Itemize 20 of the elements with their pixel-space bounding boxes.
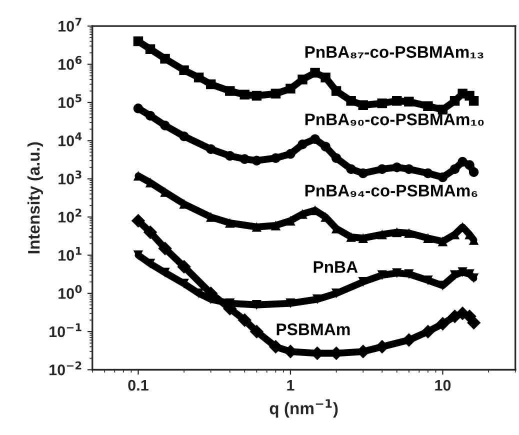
series-label: PnBA₉₀-co-PSBMAm₁₀ xyxy=(305,114,484,126)
x-axis-title: q (nm$^{−1}$) xyxy=(270,399,338,418)
y-axis-title: Intensity (a.u.) xyxy=(28,142,44,254)
y-tick-label: 10$^{7}$ xyxy=(58,18,82,32)
y-tick-label: 10$^{5}$ xyxy=(58,94,82,108)
series-label: PnBA xyxy=(314,261,358,273)
y-tick-label: 10$^{2}$ xyxy=(58,208,82,223)
y-tick-label: 10$^{−2}$ xyxy=(50,361,82,376)
y-tick-label: 10$^{1}$ xyxy=(58,246,82,261)
y-tick-label: 10$^{6}$ xyxy=(58,56,82,70)
series-label: PnBA₉₄-co-PSBMAm₆ xyxy=(305,184,478,197)
y-tick-label: 10$^{0}$ xyxy=(58,285,82,299)
series-label: PnBA₈₇-co-PSBMAm₁₃ xyxy=(305,46,484,58)
series-label: PSBMAm xyxy=(276,323,350,336)
x-tick-label: 1 xyxy=(287,380,294,391)
y-tick-label: 10$^{4}$ xyxy=(58,132,82,146)
y-tick-label: 10$^{−1}$ xyxy=(50,323,82,338)
x-tick-label: 10 xyxy=(435,380,451,391)
x-tick-label: 0.1 xyxy=(128,380,148,391)
y-tick-label: 10$^{3}$ xyxy=(58,170,82,184)
